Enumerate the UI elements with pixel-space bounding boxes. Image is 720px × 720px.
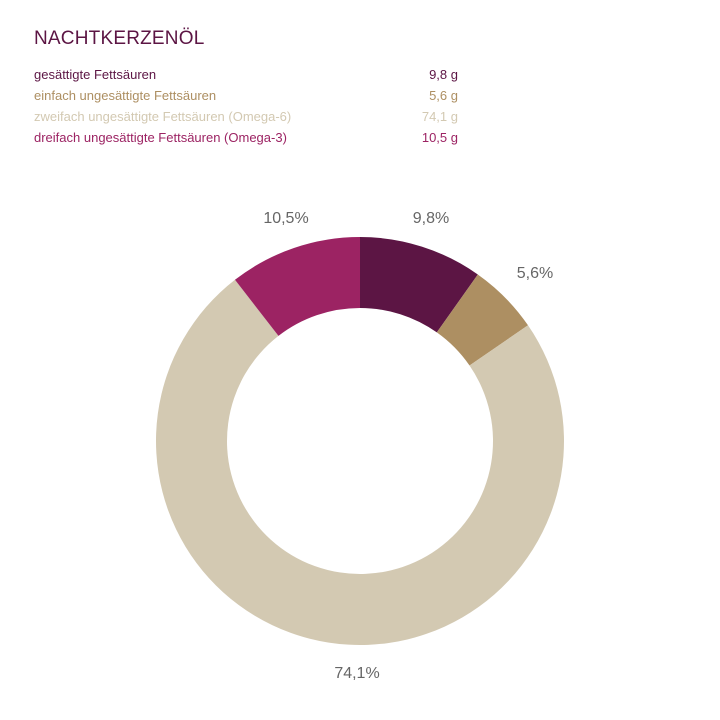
pct-label-monounsaturated: 5,6% (516, 265, 554, 282)
pct-label-omega6: 74,1% (334, 665, 380, 682)
legend-value: 9,8 g (429, 67, 458, 82)
legend-row-omega3: dreifach ungesättigte Fettsäuren (Omega-… (34, 127, 458, 148)
pct-label-saturated: 9,8% (412, 210, 450, 227)
slice-monounsaturated (436, 274, 529, 366)
pct-label-omega3: 10,5% (263, 210, 309, 227)
chart-title: NACHTKERZENÖL (34, 28, 205, 49)
legend: gesättigte Fettsäuren 9,8 g einfach unge… (34, 64, 458, 148)
legend-value: 74,1 g (421, 109, 458, 124)
slice-saturated (360, 237, 478, 333)
slice-omega3 (234, 237, 360, 336)
slice-omega6 (156, 279, 564, 645)
legend-label: einfach ungesättigte Fettsäuren (34, 88, 217, 103)
legend-row-omega6: zweifach ungesättigte Fettsäuren (Omega-… (34, 106, 458, 127)
legend-row-monounsaturated: einfach ungesättigte Fettsäuren 5,6 g (34, 85, 458, 106)
legend-label: zweifach ungesättigte Fettsäuren (Omega-… (34, 109, 292, 124)
legend-row-saturated: gesättigte Fettsäuren 9,8 g (34, 64, 458, 85)
legend-value: 10,5 g (421, 130, 458, 145)
donut-slices (156, 237, 564, 645)
legend-value: 5,6 g (429, 88, 458, 103)
legend-label: gesättigte Fettsäuren (34, 67, 157, 82)
legend-label: dreifach ungesättigte Fettsäuren (Omega-… (34, 130, 287, 145)
